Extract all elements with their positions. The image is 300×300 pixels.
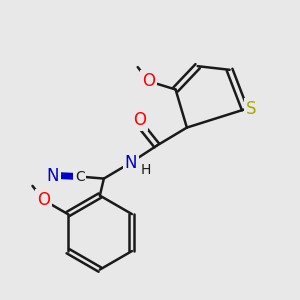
Text: N: N: [46, 167, 59, 184]
Text: C: C: [75, 169, 85, 184]
Text: O: O: [37, 191, 50, 209]
Text: S: S: [245, 100, 256, 118]
Text: N: N: [124, 154, 137, 172]
Text: O: O: [142, 72, 155, 90]
Text: O: O: [134, 111, 146, 129]
Text: H: H: [141, 163, 151, 177]
